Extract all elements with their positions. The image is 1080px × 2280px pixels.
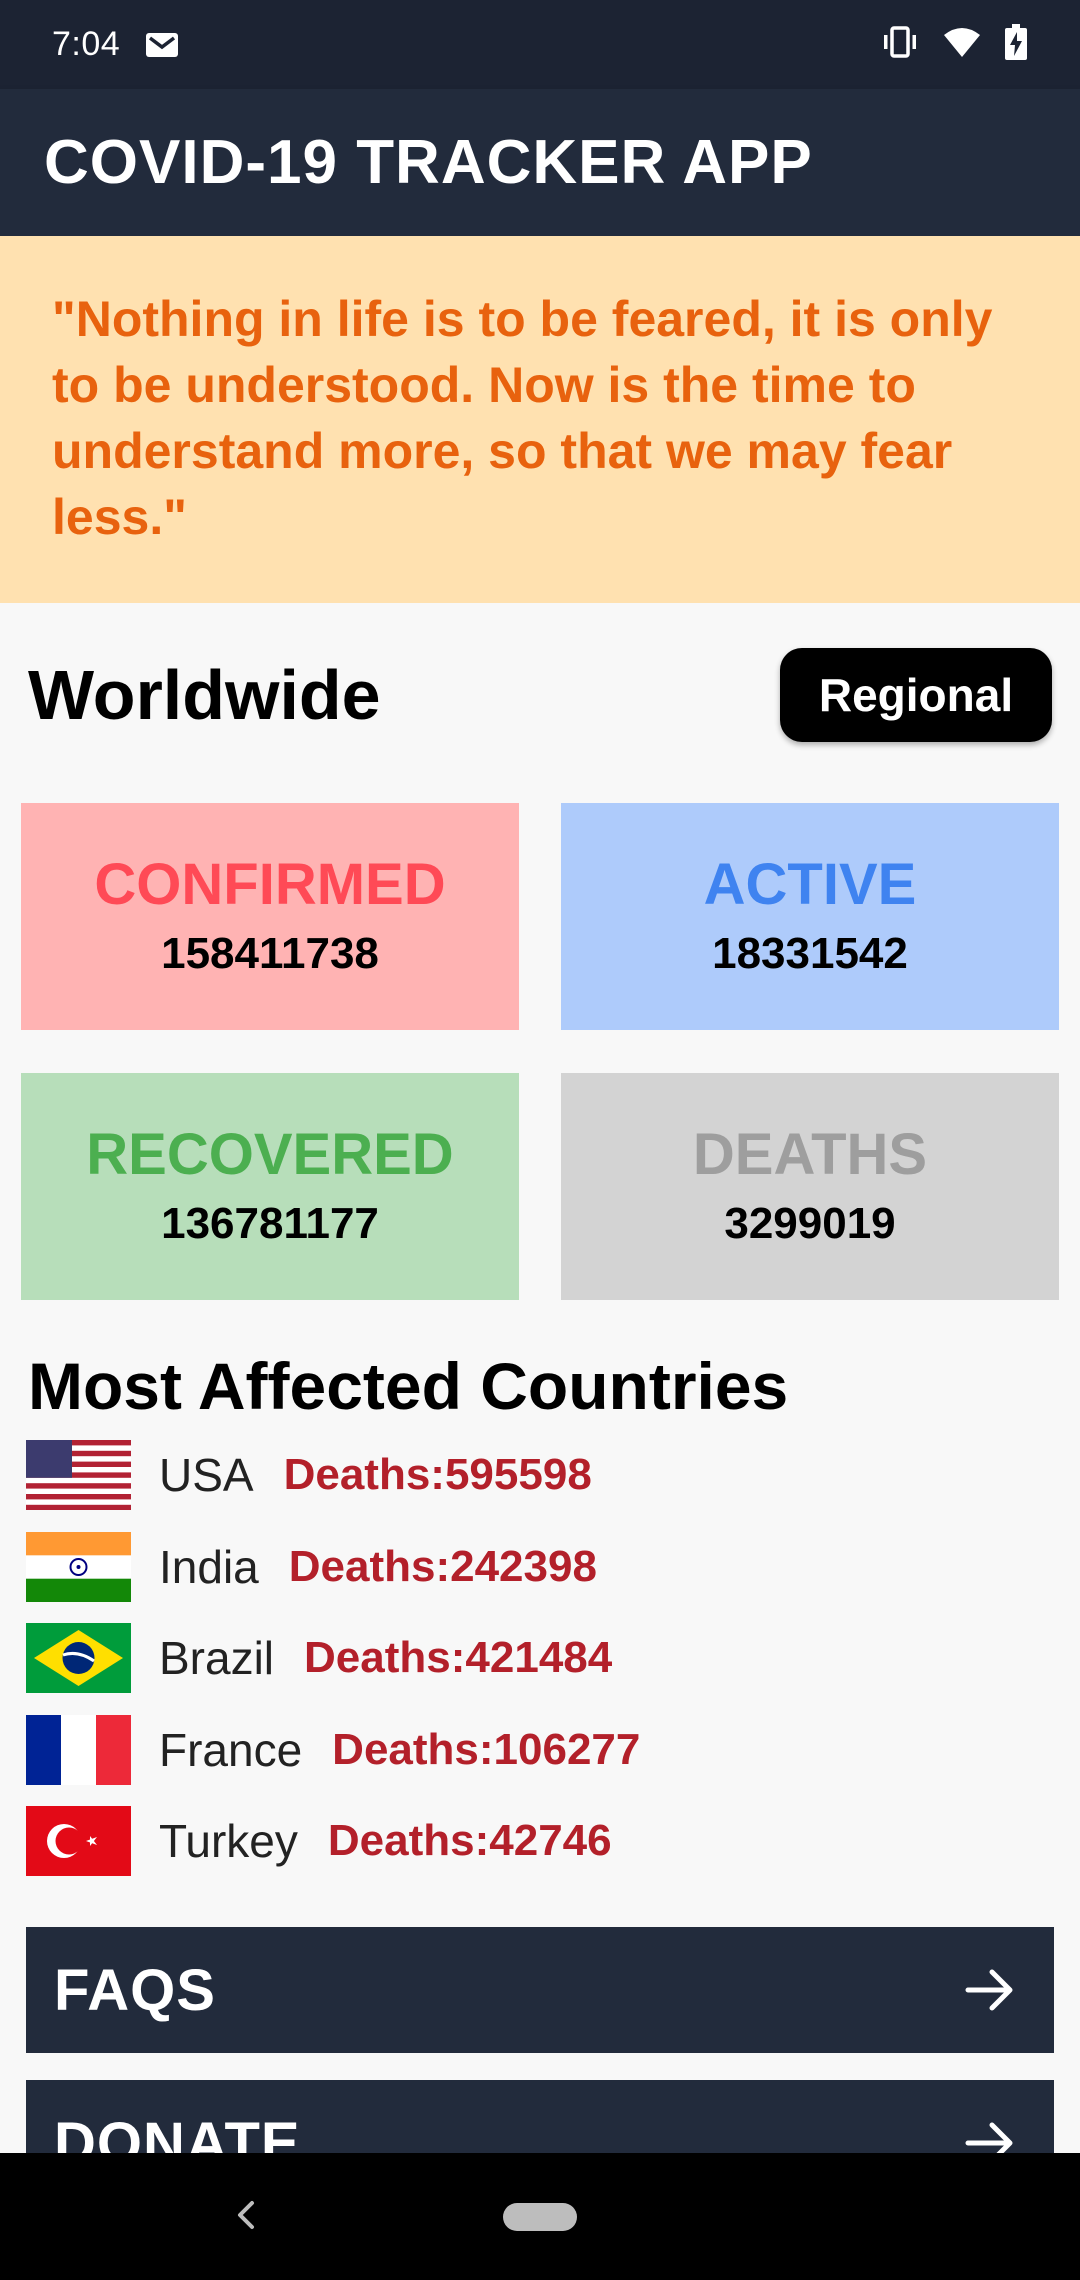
confirmed-value: 158411738 <box>161 928 379 978</box>
home-pill-button[interactable] <box>503 2203 577 2231</box>
turkey-flag-icon <box>26 1806 131 1876</box>
arrow-right-icon <box>962 1966 1018 2014</box>
deaths-card: DEATHS 3299019 <box>561 1073 1059 1300</box>
worldwide-header: Worldwide Regional <box>28 645 1052 745</box>
quote-banner: "Nothing in life is to be feared, it is … <box>0 236 1080 603</box>
country-deaths: Deaths:421484 <box>304 1633 613 1682</box>
country-name: USA <box>159 1449 254 1501</box>
status-time: 7:04 <box>52 25 121 63</box>
deaths-label: DEATHS <box>692 1121 928 1187</box>
system-nav-bar <box>0 2153 1080 2280</box>
list-item[interactable]: Brazil Deaths:421484 <box>26 1622 612 1694</box>
recovered-value: 136781177 <box>161 1198 379 1248</box>
active-value: 18331542 <box>712 928 908 978</box>
regional-button[interactable]: Regional <box>780 648 1052 742</box>
country-name: Brazil <box>159 1632 275 1684</box>
countries-title: Most Affected Countries <box>28 1349 789 1423</box>
faqs-label: FAQS <box>54 1957 216 2023</box>
india-flag-icon <box>26 1532 131 1602</box>
battery-charging-icon <box>1004 24 1028 65</box>
country-name: India <box>159 1541 259 1593</box>
quote-text: "Nothing in life is to be feared, it is … <box>52 291 993 545</box>
app-title: COVID-19 TRACKER APP <box>44 128 813 197</box>
country-deaths: Deaths:42746 <box>327 1816 612 1865</box>
list-item[interactable]: India Deaths:242398 <box>26 1531 597 1603</box>
back-icon[interactable] <box>230 2193 260 2237</box>
active-card: ACTIVE 18331542 <box>561 803 1059 1030</box>
list-item[interactable]: Turkey Deaths:42746 <box>26 1805 612 1877</box>
mail-icon <box>144 30 180 60</box>
deaths-value: 3299019 <box>724 1198 896 1248</box>
recovered-label: RECOVERED <box>86 1121 454 1187</box>
country-name: Turkey <box>159 1815 298 1867</box>
list-item[interactable]: USA Deaths:595598 <box>26 1439 592 1511</box>
status-icons <box>880 24 1028 65</box>
list-item[interactable]: France Deaths:106277 <box>26 1714 640 1786</box>
france-flag-icon <box>26 1715 131 1785</box>
status-bar: 7:04 <box>0 0 1080 89</box>
confirmed-label: CONFIRMED <box>94 851 446 917</box>
confirmed-card: CONFIRMED 158411738 <box>21 803 519 1030</box>
country-deaths: Deaths:106277 <box>332 1725 641 1774</box>
wifi-icon <box>942 25 982 64</box>
country-deaths: Deaths:242398 <box>288 1542 597 1591</box>
recovered-card: RECOVERED 136781177 <box>21 1073 519 1300</box>
vibrate-icon <box>880 25 920 64</box>
app-bar: COVID-19 TRACKER APP <box>0 89 1080 236</box>
country-name: France <box>159 1724 303 1776</box>
country-deaths: Deaths:595598 <box>283 1450 592 1499</box>
usa-flag-icon <box>26 1440 131 1510</box>
faqs-button[interactable]: FAQS <box>26 1927 1054 2053</box>
active-label: ACTIVE <box>703 851 917 917</box>
worldwide-title: Worldwide <box>28 656 381 734</box>
brazil-flag-icon <box>26 1623 131 1693</box>
